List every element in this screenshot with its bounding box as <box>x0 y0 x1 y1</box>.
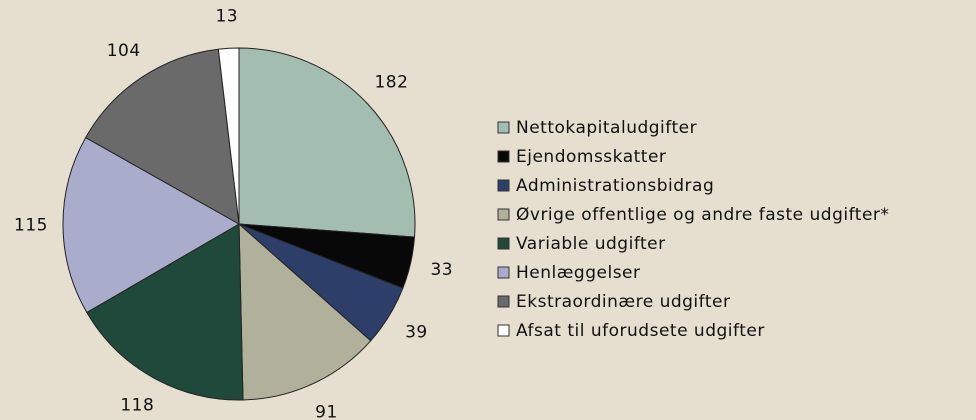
legend-label: Ejendomsskatter <box>516 147 666 167</box>
legend-swatch <box>497 295 510 308</box>
data-label: 91 <box>315 403 338 420</box>
data-label: 182 <box>374 73 408 93</box>
data-label: 39 <box>405 323 428 343</box>
data-label: 118 <box>120 395 154 415</box>
data-label: 33 <box>430 260 453 280</box>
pie-slice <box>238 47 416 238</box>
legend-label: Variable udgifter <box>516 234 666 254</box>
data-label: 104 <box>107 41 141 61</box>
legend-swatch <box>497 150 510 163</box>
pie-slice <box>217 47 240 225</box>
legend-swatch <box>497 208 510 221</box>
legend-label: Henlæggelser <box>516 263 641 283</box>
legend-swatch <box>497 179 510 192</box>
pie-slice <box>62 136 241 314</box>
legend-label: Afsat til uforudsete udgifter <box>516 321 765 341</box>
pie-slice <box>84 48 240 225</box>
legend-swatch <box>497 237 510 250</box>
legend-label: Ekstraordinære udgifter <box>516 292 730 312</box>
data-label: 13 <box>215 6 238 26</box>
legend-label: Nettokapitaludgifter <box>516 118 697 138</box>
legend-swatch <box>497 266 510 279</box>
legend-label: Administrationsbidrag <box>516 176 714 196</box>
data-label: 115 <box>14 215 48 235</box>
legend-swatch <box>497 324 510 337</box>
legend-label: Øvrige offentlige og andre faste udgifte… <box>516 205 889 225</box>
pie-slice <box>238 222 372 401</box>
legend-swatch <box>497 121 510 134</box>
pie-slice <box>86 223 244 401</box>
